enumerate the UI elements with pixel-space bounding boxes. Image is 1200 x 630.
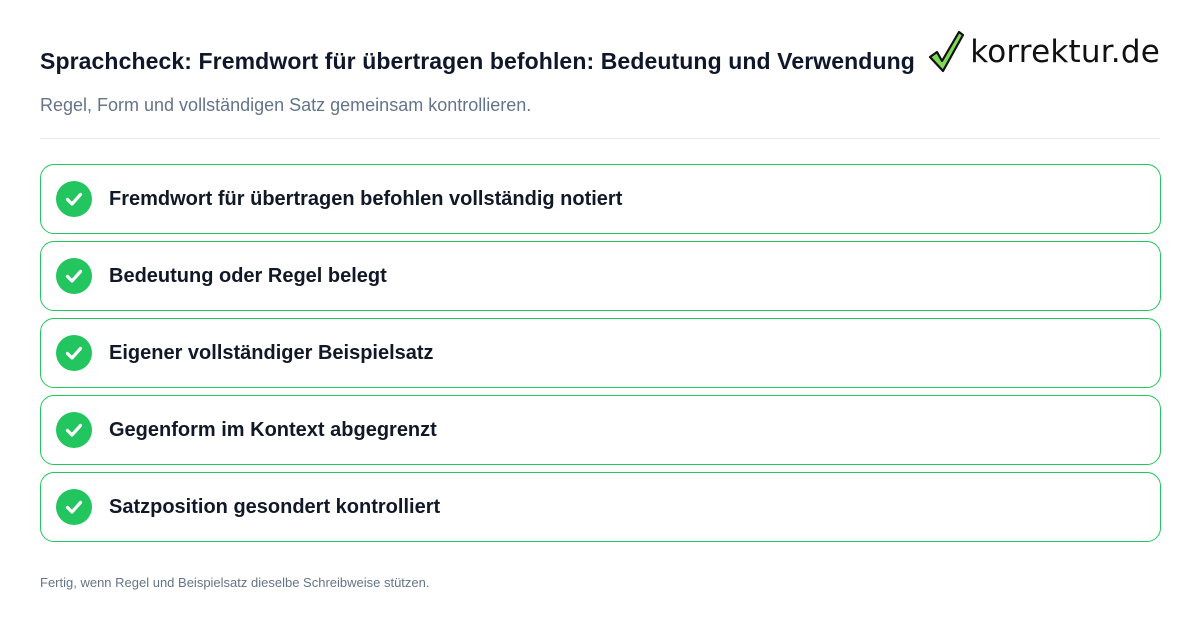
checklist-item: Gegenform im Kontext abgegrenzt — [40, 395, 1161, 465]
checklist-item-label: Fremdwort für übertragen befohlen vollst… — [109, 187, 623, 210]
header-divider — [40, 138, 1160, 139]
checkmark-logo-icon — [929, 30, 965, 73]
check-circle-icon — [56, 181, 92, 217]
checklist: Fremdwort für übertragen befohlen vollst… — [40, 164, 1161, 549]
check-circle-icon — [56, 489, 92, 525]
checklist-item-label: Eigener vollständiger Beispielsatz — [109, 341, 434, 364]
brand-logo: korrektur.de — [928, 28, 1160, 76]
check-circle-icon — [56, 412, 92, 448]
checklist-item-label: Bedeutung oder Regel belegt — [109, 264, 387, 287]
checklist-item: Fremdwort für übertragen befohlen vollst… — [40, 164, 1161, 234]
checklist-item: Eigener vollständiger Beispielsatz — [40, 318, 1161, 388]
page-subtitle: Regel, Form und vollständigen Satz gemei… — [40, 95, 532, 115]
checklist-item-label: Gegenform im Kontext abgegrenzt — [109, 418, 437, 441]
checklist-item: Satzposition gesondert kontrolliert — [40, 472, 1161, 542]
check-circle-icon — [56, 258, 92, 294]
checklist-item-label: Satzposition gesondert kontrolliert — [109, 495, 441, 518]
brand-name: korrektur.de — [970, 34, 1160, 70]
footer-note: Fertig, wenn Regel und Beispielsatz dies… — [40, 575, 430, 590]
checklist-item: Bedeutung oder Regel belegt — [40, 241, 1161, 311]
page-title: Sprachcheck: Fremdwort für übertragen be… — [40, 48, 915, 74]
check-circle-icon — [56, 335, 92, 371]
